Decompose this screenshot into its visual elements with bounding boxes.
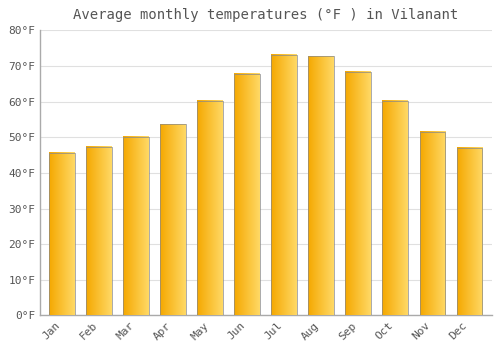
Bar [456, 148, 482, 315]
Bar [198, 102, 224, 315]
Bar [272, 55, 297, 315]
Bar [124, 136, 150, 315]
Title: Average monthly temperatures (°F ) in Vilanant: Average monthly temperatures (°F ) in Vi… [74, 8, 458, 22]
Bar [420, 132, 446, 315]
Bar [86, 147, 113, 315]
Bar [382, 100, 408, 315]
Bar [346, 72, 372, 315]
Bar [308, 56, 334, 315]
Bar [234, 74, 260, 315]
Bar [160, 125, 186, 315]
Bar [50, 153, 76, 315]
